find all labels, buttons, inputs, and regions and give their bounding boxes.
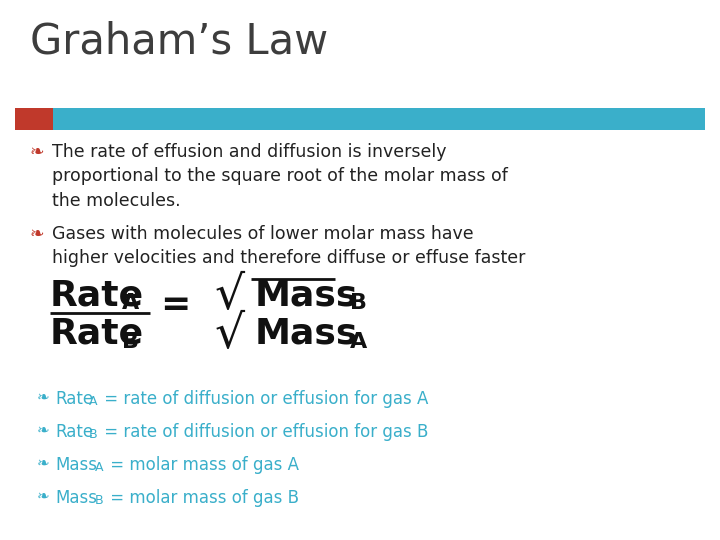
Text: Mass: Mass	[55, 456, 97, 474]
Text: ❧: ❧	[37, 423, 50, 438]
Text: = rate of diffusion or effusion for gas B: = rate of diffusion or effusion for gas …	[99, 423, 428, 441]
Text: = molar mass of gas B: = molar mass of gas B	[105, 489, 299, 507]
Text: A: A	[89, 395, 97, 408]
Text: √: √	[215, 313, 245, 358]
Text: √: √	[215, 274, 245, 319]
Text: Rate: Rate	[55, 423, 93, 441]
Text: B: B	[95, 494, 104, 507]
Text: Rate: Rate	[50, 278, 144, 312]
Text: ❧: ❧	[37, 489, 50, 504]
Text: ❧: ❧	[37, 390, 50, 405]
Bar	[53, 108, 705, 130]
Text: Rate: Rate	[50, 317, 144, 351]
Text: =: =	[160, 288, 190, 322]
Text: ❧: ❧	[30, 225, 45, 243]
Text: A: A	[350, 332, 367, 352]
Text: Mass: Mass	[55, 489, 97, 507]
Text: Mass: Mass	[255, 317, 359, 351]
Text: B: B	[122, 332, 139, 352]
Text: A: A	[122, 293, 139, 313]
Bar	[15, 108, 53, 130]
Text: Graham’s Law: Graham’s Law	[30, 20, 328, 62]
Text: Gases with molecules of lower molar mass have
higher velocities and therefore di: Gases with molecules of lower molar mass…	[52, 225, 526, 267]
Text: ❧: ❧	[30, 143, 45, 161]
Text: B: B	[350, 293, 367, 313]
Text: The rate of effusion and diffusion is inversely
proportional to the square root : The rate of effusion and diffusion is in…	[52, 143, 508, 210]
Text: ❧: ❧	[37, 456, 50, 471]
Text: = molar mass of gas A: = molar mass of gas A	[105, 456, 299, 474]
Text: Mass: Mass	[255, 278, 359, 312]
Text: Rate: Rate	[55, 390, 93, 408]
Text: B: B	[89, 428, 98, 441]
Text: A: A	[95, 461, 104, 474]
Text: = rate of diffusion or effusion for gas A: = rate of diffusion or effusion for gas …	[99, 390, 428, 408]
